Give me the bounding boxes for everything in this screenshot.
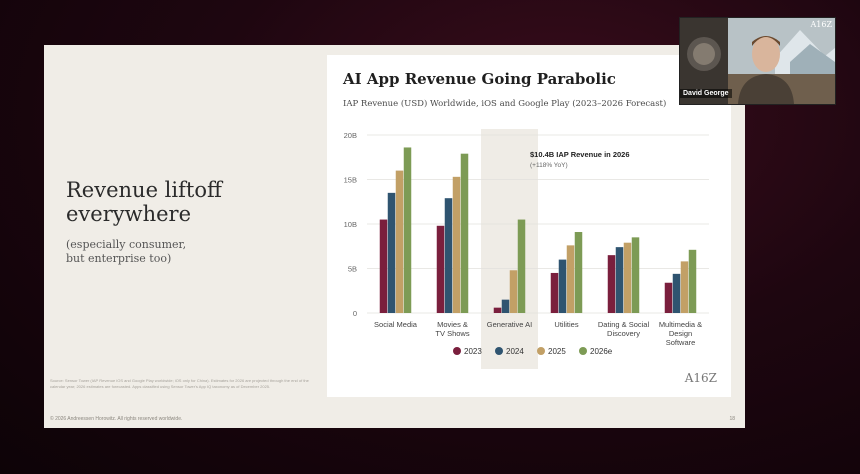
bar (517, 219, 526, 313)
legend-swatch (453, 347, 461, 355)
headline-line-2: everywhere (66, 202, 192, 226)
highlight-band (481, 129, 538, 369)
legend-label: 2026e (590, 347, 613, 356)
chart-card: AI App Revenue Going Parabolic IAP Reven… (327, 55, 731, 397)
x-tick-label: Movies & (437, 320, 468, 329)
webcam-feed: A16Z David George (679, 17, 836, 105)
headline-line-1: Revenue liftoff (66, 178, 222, 202)
bar (558, 259, 567, 313)
bar-chart: 0 5B 10B 15B 20B Social Media Movies &TV Shows… (344, 129, 709, 369)
x-tick-label: Multimedia & (659, 320, 702, 329)
bar (387, 192, 396, 313)
y-tick-label: 20B (344, 131, 357, 140)
legend-label: 2023 (464, 347, 482, 356)
y-tick-label: 15B (344, 176, 357, 185)
chart-title: AI App Revenue Going Parabolic (343, 70, 616, 88)
x-tick-label: Dating & Social (598, 320, 650, 329)
x-tick-label: Design (669, 329, 692, 338)
legend-swatch (537, 347, 545, 355)
copyright-footer: © 2026 Andreessen Horowitz. All rights r… (50, 416, 183, 422)
bar (566, 245, 575, 313)
bar (452, 176, 461, 313)
source-note: Source: Sensor Tower (IAP Revenue iOS an… (50, 378, 309, 389)
bar (436, 225, 445, 313)
bar (623, 242, 632, 313)
bar (444, 198, 453, 313)
slide-headline: Revenue liftoff everywhere (66, 178, 306, 226)
bar (672, 273, 681, 313)
x-tick-label: Discovery (607, 329, 640, 338)
slide-subhead: (especially consumer, but enterprise too… (66, 238, 286, 266)
bar (607, 255, 616, 313)
bar (615, 247, 624, 313)
webcam-logo: A16Z (810, 20, 832, 29)
bar (501, 299, 510, 313)
slide: Revenue liftoff everywhere (especially c… (44, 45, 745, 428)
bar (664, 282, 673, 313)
x-tick-label: Utilities (554, 320, 578, 329)
x-tick-label: Social Media (374, 320, 418, 329)
page-number: 18 (729, 416, 735, 422)
legend-swatch (579, 347, 587, 355)
bar (509, 270, 518, 313)
bar (460, 153, 469, 313)
legend-label: 2024 (506, 347, 524, 356)
annotation-title: $10.4B IAP Revenue in 2026 (530, 150, 630, 159)
subhead-line-2: but enterprise too) (66, 252, 172, 265)
speaker-name: David George (680, 89, 732, 98)
bar (680, 261, 689, 313)
y-tick-label: 0 (353, 309, 357, 318)
x-tick-label: Generative AI (487, 320, 532, 329)
annotation-subtitle: (+118% YoY) (530, 162, 568, 169)
bar (688, 249, 697, 313)
y-tick-label: 5B (348, 265, 357, 274)
bar (550, 272, 559, 313)
bar (403, 147, 412, 313)
bar (574, 232, 583, 313)
bar (395, 170, 404, 313)
legend-label: 2025 (548, 347, 566, 356)
bar (631, 237, 640, 313)
a16z-logo: A16Z (684, 371, 717, 385)
subhead-line-1: (especially consumer, (66, 238, 187, 251)
x-tick-label: Software (666, 338, 696, 347)
y-tick-label: 10B (344, 220, 357, 229)
bar (379, 219, 388, 313)
chart-subtitle: IAP Revenue (USD) Worldwide, iOS and Goo… (343, 99, 667, 109)
x-tick-label: TV Shows (435, 329, 469, 338)
bar (493, 307, 502, 313)
legend-swatch (495, 347, 503, 355)
